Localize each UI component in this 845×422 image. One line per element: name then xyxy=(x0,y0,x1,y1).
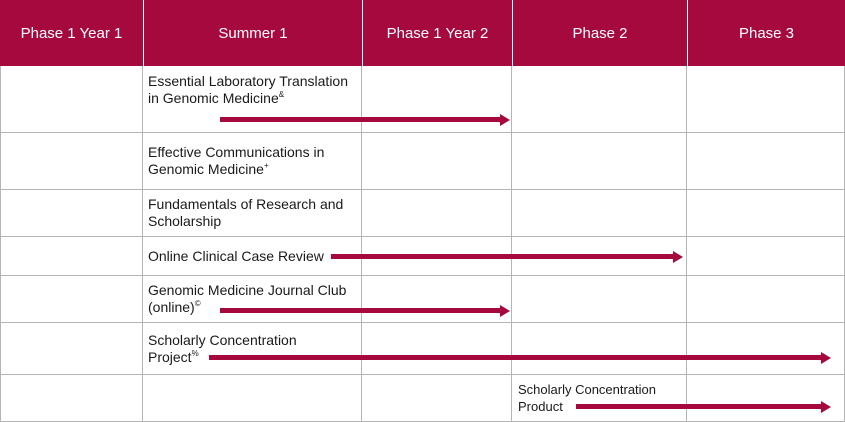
row-label-journal-club: Genomic Medicine Journal Club (online)© xyxy=(148,282,347,315)
grid-line xyxy=(0,374,845,375)
timeline-arrow xyxy=(209,351,831,364)
timeline-arrow xyxy=(220,304,510,317)
grid-line xyxy=(0,189,845,190)
row-label-lab-translation: Essential Laboratory Translation in Geno… xyxy=(148,73,348,106)
header-phase2: Phase 2 xyxy=(512,0,687,66)
row-label-concentration-project: Scholarly Concentration Project% xyxy=(148,332,297,365)
grid-line xyxy=(0,236,845,237)
timeline-arrow xyxy=(220,113,510,126)
grid-line xyxy=(0,132,845,133)
timeline-arrow xyxy=(331,250,683,263)
grid-line xyxy=(511,66,512,422)
header-phase1-year2: Phase 1 Year 2 xyxy=(362,0,512,66)
grid-line xyxy=(0,275,845,276)
grid-line xyxy=(361,66,362,422)
grid-line xyxy=(0,322,845,323)
header-phase3: Phase 3 xyxy=(687,0,845,66)
grid-line xyxy=(686,66,687,422)
grid-line xyxy=(142,66,143,422)
header-phase1-year1: Phase 1 Year 1 xyxy=(0,0,143,66)
timeline-arrow xyxy=(576,400,831,413)
row-label-concentration-product: Scholarly Concentration Product xyxy=(518,382,657,414)
grid-line xyxy=(0,66,1,422)
row-label-research-scholarship: Fundamentals of Research and Scholarship xyxy=(148,196,344,229)
row-label-communications: Effective Communications in Genomic Medi… xyxy=(148,144,325,177)
header-summer1: Summer 1 xyxy=(143,0,362,66)
row-label-case-review: Online Clinical Case Review xyxy=(148,248,324,264)
